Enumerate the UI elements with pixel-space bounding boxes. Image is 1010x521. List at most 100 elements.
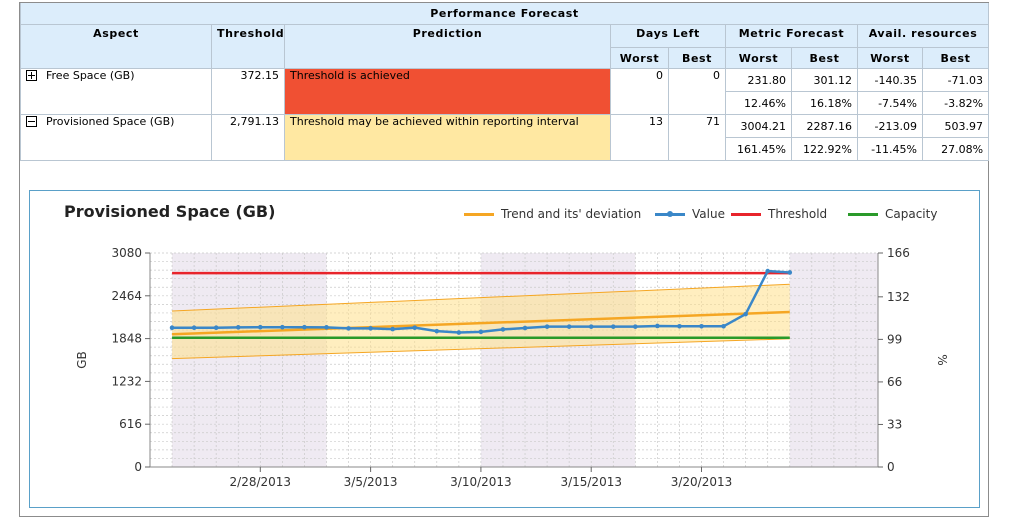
table-row[interactable]: 161.45% 122.92% -11.45% 27.08% <box>21 137 990 161</box>
value-point <box>721 324 726 329</box>
legend-label: Capacity <box>885 207 938 221</box>
value-point <box>324 325 329 330</box>
y-tick-label: 1232 <box>111 374 142 388</box>
y-tick-label: 1848 <box>111 332 142 346</box>
value-point <box>610 324 616 329</box>
expand-plus-icon[interactable] <box>26 69 37 81</box>
y2-axis-label: % <box>935 354 949 365</box>
legend-capacity-swatch-icon <box>848 212 878 216</box>
y-tick-label: 2464 <box>111 289 142 303</box>
value-point <box>235 325 241 330</box>
week-band <box>480 253 636 467</box>
value-point <box>765 268 770 274</box>
y2-tick-label: 33 <box>887 417 902 431</box>
metric-best-pct-cell: 16.18% <box>791 91 858 115</box>
col-threshold-header[interactable]: Threshold <box>211 24 285 69</box>
value-point <box>544 324 550 329</box>
value-point <box>500 327 506 332</box>
value-point <box>368 326 373 331</box>
x-tick-label: 3/20/2013 <box>671 475 733 489</box>
value-point <box>169 325 175 330</box>
metric-worst-header[interactable]: Worst <box>725 47 792 69</box>
metric-worst-pct-cell: 161.45% <box>725 137 792 161</box>
value-point <box>390 326 395 332</box>
y-tick-label: 3080 <box>111 246 142 260</box>
aspect-cell[interactable]: Provisioned Space (GB) <box>20 114 212 161</box>
x-tick-label: 2/28/2013 <box>230 475 292 489</box>
col-avail-resources-header[interactable]: Avail. resources <box>856 24 990 48</box>
col-prediction-header[interactable]: Prediction <box>284 24 611 69</box>
value-point <box>258 324 263 330</box>
value-point <box>699 324 704 329</box>
legend-item-trend[interactable]: Trend and its' deviation <box>464 207 641 221</box>
y-tick-label: 616 <box>119 417 142 431</box>
avail-worst-cell: -140.35 <box>857 68 923 92</box>
forecast-chart: 0 616 1232 1848 2464 3080 0 33 66 99 132 166 2/28/20… <box>29 190 980 508</box>
metric-best-header[interactable]: Best <box>791 47 858 69</box>
legend-item-threshold[interactable]: Threshold <box>731 207 827 221</box>
col-days-left-header[interactable]: Days Left <box>610 24 726 48</box>
value-point <box>478 329 484 335</box>
threshold-cell: 372.15 <box>211 68 285 115</box>
aspect-label: Free Space (GB) <box>46 69 135 83</box>
avail-best-cell: 503.97 <box>921 114 990 138</box>
y-axis-label: GB <box>75 351 89 369</box>
deviation-line <box>172 338 790 360</box>
avail-worst-header[interactable]: Worst <box>857 47 923 69</box>
value-point <box>191 325 197 330</box>
legend-value-swatch-icon <box>655 210 685 217</box>
x-tick-label: 3/15/2013 <box>560 475 622 489</box>
value-point <box>434 328 440 334</box>
col-aspect-header[interactable]: Aspect <box>20 24 212 69</box>
days-best-header[interactable]: Best <box>668 47 726 69</box>
value-point <box>566 324 572 329</box>
collapse-minus-icon[interactable] <box>26 115 37 127</box>
deviation-line <box>172 283 790 312</box>
prediction-cell: Threshold is achieved <box>284 68 611 115</box>
legend-label: Trend and its' deviation <box>501 207 642 221</box>
legend-threshold-swatch-icon <box>731 212 761 216</box>
x-tick-label: 3/5/2013 <box>344 475 398 489</box>
metric-worst-cell: 3004.21 <box>725 114 792 138</box>
y2-tick-label: 132 <box>887 290 910 304</box>
value-point <box>280 324 285 330</box>
value-point <box>633 324 638 329</box>
days-best-cell: 71 <box>668 114 726 161</box>
metric-best-cell: 2287.16 <box>791 114 858 138</box>
metric-best-cell: 301.12 <box>791 68 858 92</box>
week-band <box>172 253 327 467</box>
chart-canvas: 0 616 1232 1848 2464 3080 0 33 66 99 132 166 2/28/20… <box>75 246 949 489</box>
value-point <box>213 325 219 330</box>
y2-tick-label: 99 <box>887 332 902 346</box>
chart-title: Provisioned Space (GB) <box>64 202 276 221</box>
performance-forecast-panel: Performance Forecast Aspect Threshold Pr… <box>19 2 990 517</box>
aspect-cell[interactable]: Free Space (GB) <box>20 68 212 115</box>
table-title: Performance Forecast <box>19 3 990 25</box>
table-row[interactable]: Provisioned Space (GB) 2,791.13 Threshol… <box>20 114 990 161</box>
legend-label: Threshold <box>768 207 828 221</box>
legend-item-capacity[interactable]: Capacity <box>848 207 937 221</box>
y2-tick-label: 0 <box>887 460 895 474</box>
performance-forecast-table: Performance Forecast Aspect Threshold Pr… <box>19 3 990 161</box>
days-worst-cell: 0 <box>610 68 669 115</box>
trend-line <box>172 310 790 336</box>
avail-best-pct-cell: -3.82% <box>921 91 990 115</box>
value-point <box>787 270 793 275</box>
legend-item-value[interactable]: Value <box>655 207 725 221</box>
col-metric-forecast-header[interactable]: Metric Forecast <box>725 24 858 48</box>
days-best-cell: 0 <box>668 68 726 115</box>
value-point <box>412 325 418 330</box>
week-band <box>789 253 878 467</box>
y2-tick-label: 66 <box>887 375 902 389</box>
prediction-cell: Threshold may be achieved within reporti… <box>284 114 611 161</box>
value-point <box>588 324 594 329</box>
metric-worst-cell: 231.80 <box>725 68 792 92</box>
days-worst-header[interactable]: Worst <box>610 47 669 69</box>
legend-trend-swatch-icon <box>464 212 494 216</box>
table-row[interactable]: 12.46% 16.18% -7.54% -3.82% <box>21 91 990 115</box>
y2-tick-label: 166 <box>887 246 910 260</box>
avail-worst-cell: -213.09 <box>857 114 923 138</box>
table-row[interactable]: Free Space (GB) 372.15 Threshold is achi… <box>20 68 990 115</box>
avail-best-header[interactable]: Best <box>921 47 990 69</box>
aspect-label: Provisioned Space (GB) <box>46 115 175 129</box>
